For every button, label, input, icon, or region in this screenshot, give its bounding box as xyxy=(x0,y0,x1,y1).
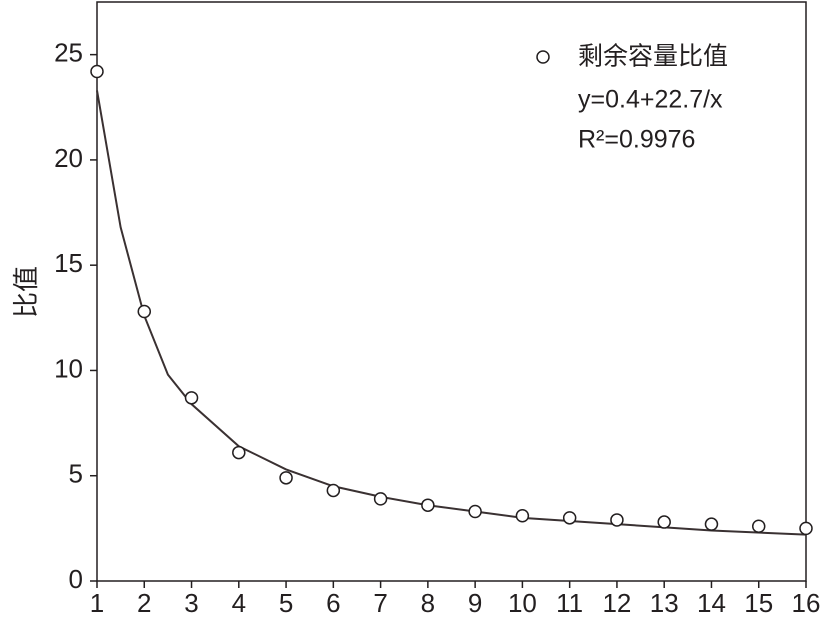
y-tick-label: 20 xyxy=(54,143,83,173)
x-tick-label: 3 xyxy=(184,588,198,618)
y-tick-label: 10 xyxy=(54,353,83,383)
x-tick-label: 7 xyxy=(373,588,387,618)
legend-marker xyxy=(536,50,550,64)
data-point xyxy=(704,517,719,531)
data-point xyxy=(279,471,293,485)
y-tick-label: 15 xyxy=(54,248,83,278)
data-point xyxy=(515,508,530,523)
y-tick-label: 25 xyxy=(54,38,83,68)
x-tick-label: 11 xyxy=(556,588,583,618)
fit-line xyxy=(96,90,807,536)
data-point xyxy=(373,492,388,506)
data-point xyxy=(610,513,624,527)
x-tick-label: 14 xyxy=(697,588,726,618)
x-tick-label: 9 xyxy=(468,588,482,618)
data-point xyxy=(184,391,199,405)
x-tick-label: 8 xyxy=(421,588,435,618)
x-tick-label: 2 xyxy=(137,588,151,618)
plot-frame xyxy=(96,1,807,582)
x-tick-label: 1 xyxy=(90,588,104,618)
x-tick-label: 12 xyxy=(602,588,631,618)
data-point xyxy=(326,483,341,498)
data-point xyxy=(90,64,104,79)
x-tick-label: 15 xyxy=(744,588,773,618)
y-tick-label: 5 xyxy=(69,459,83,489)
data-point xyxy=(562,511,577,525)
equation: y=0.4+22.7/x xyxy=(578,86,723,114)
x-tick-label: 6 xyxy=(326,588,340,618)
x-tick-label: 13 xyxy=(650,588,679,618)
data-point xyxy=(468,504,482,519)
data-point xyxy=(421,498,435,512)
y-tick-label: 0 xyxy=(69,564,83,594)
y-axis-label: 比值 xyxy=(11,266,41,318)
data-point xyxy=(137,304,152,319)
x-tick-label: 10 xyxy=(508,588,537,618)
data-point xyxy=(751,519,766,534)
legend-label: 剩余容量比值 xyxy=(578,43,728,71)
data-point xyxy=(232,445,246,460)
x-tick-label: 5 xyxy=(279,588,293,618)
x-tick-label: 4 xyxy=(232,588,246,618)
data-point xyxy=(657,515,671,529)
x-tick-label: 16 xyxy=(792,588,821,618)
data-point xyxy=(799,521,813,536)
r-squared: R²=0.9976 xyxy=(578,126,695,154)
